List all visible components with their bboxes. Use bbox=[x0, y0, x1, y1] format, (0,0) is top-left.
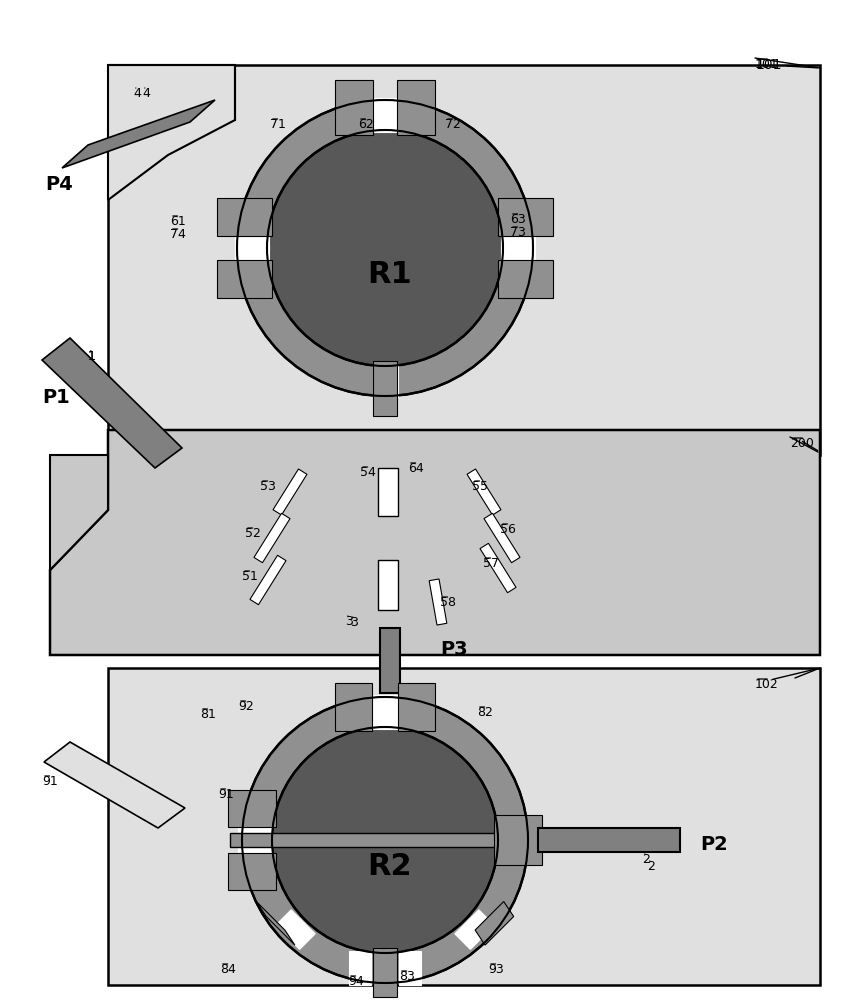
Polygon shape bbox=[498, 198, 553, 236]
Polygon shape bbox=[373, 361, 397, 416]
Text: 53: 53 bbox=[260, 480, 276, 493]
Polygon shape bbox=[397, 80, 435, 135]
Polygon shape bbox=[254, 513, 290, 563]
Text: 72: 72 bbox=[445, 118, 461, 131]
Polygon shape bbox=[228, 853, 276, 890]
Text: 2: 2 bbox=[647, 860, 654, 873]
Text: 1: 1 bbox=[88, 350, 95, 363]
Text: 4: 4 bbox=[133, 87, 141, 100]
Polygon shape bbox=[238, 837, 272, 859]
Polygon shape bbox=[217, 260, 272, 298]
Text: 4: 4 bbox=[142, 87, 150, 100]
Polygon shape bbox=[429, 579, 447, 625]
Text: 71: 71 bbox=[270, 118, 286, 131]
Text: 54: 54 bbox=[360, 466, 376, 479]
Text: 91: 91 bbox=[218, 788, 233, 801]
Polygon shape bbox=[108, 65, 820, 455]
Polygon shape bbox=[373, 948, 397, 997]
Text: 2: 2 bbox=[642, 853, 650, 866]
Polygon shape bbox=[235, 245, 269, 265]
Polygon shape bbox=[273, 469, 307, 515]
Text: 92: 92 bbox=[238, 700, 253, 713]
Polygon shape bbox=[498, 260, 553, 298]
Polygon shape bbox=[50, 430, 820, 655]
Polygon shape bbox=[228, 790, 276, 827]
Circle shape bbox=[237, 100, 533, 396]
Text: P4: P4 bbox=[45, 175, 73, 194]
Polygon shape bbox=[62, 100, 215, 168]
Bar bbox=[380, 628, 400, 693]
Polygon shape bbox=[44, 742, 185, 828]
Text: 55: 55 bbox=[472, 480, 488, 493]
Polygon shape bbox=[480, 543, 516, 593]
Text: 200: 200 bbox=[790, 437, 814, 450]
Polygon shape bbox=[501, 231, 535, 251]
Text: R1: R1 bbox=[367, 260, 411, 289]
Text: 93: 93 bbox=[488, 963, 503, 976]
Polygon shape bbox=[398, 683, 435, 731]
Polygon shape bbox=[475, 902, 514, 945]
Circle shape bbox=[272, 727, 498, 953]
Text: P3: P3 bbox=[440, 640, 468, 659]
Text: 83: 83 bbox=[399, 970, 415, 983]
Polygon shape bbox=[256, 902, 295, 945]
Polygon shape bbox=[372, 695, 398, 729]
Polygon shape bbox=[455, 910, 495, 949]
Text: P1: P1 bbox=[42, 388, 69, 407]
Polygon shape bbox=[42, 338, 182, 468]
Bar bbox=[378, 468, 398, 516]
Text: 1: 1 bbox=[88, 350, 95, 363]
Polygon shape bbox=[276, 910, 315, 949]
Text: 64: 64 bbox=[408, 462, 424, 475]
Polygon shape bbox=[235, 231, 269, 251]
Polygon shape bbox=[372, 98, 398, 132]
Text: 63: 63 bbox=[510, 213, 526, 226]
Text: 82: 82 bbox=[477, 706, 493, 719]
Polygon shape bbox=[494, 815, 542, 865]
Text: 57: 57 bbox=[483, 557, 499, 570]
Text: 51: 51 bbox=[242, 570, 258, 583]
Polygon shape bbox=[467, 469, 501, 515]
Text: 73: 73 bbox=[510, 226, 526, 239]
Text: 91: 91 bbox=[42, 775, 58, 788]
Polygon shape bbox=[108, 668, 820, 985]
Bar bbox=[378, 560, 398, 610]
Polygon shape bbox=[538, 828, 680, 852]
Polygon shape bbox=[399, 951, 421, 985]
Text: 56: 56 bbox=[500, 523, 516, 536]
Text: 102: 102 bbox=[755, 678, 779, 691]
Polygon shape bbox=[335, 683, 372, 731]
Circle shape bbox=[267, 130, 503, 366]
Text: P2: P2 bbox=[700, 835, 727, 854]
Text: 3: 3 bbox=[345, 615, 353, 628]
Text: 52: 52 bbox=[245, 527, 261, 540]
Text: 61: 61 bbox=[170, 215, 186, 228]
Text: 101: 101 bbox=[755, 58, 779, 71]
Text: R2: R2 bbox=[367, 852, 411, 881]
Polygon shape bbox=[50, 455, 108, 570]
Text: 3: 3 bbox=[350, 616, 358, 629]
Polygon shape bbox=[108, 65, 235, 200]
Text: 94: 94 bbox=[348, 975, 364, 988]
Circle shape bbox=[242, 697, 528, 983]
Polygon shape bbox=[250, 555, 286, 605]
Text: 74: 74 bbox=[170, 228, 186, 241]
Text: 101: 101 bbox=[755, 58, 818, 72]
Polygon shape bbox=[238, 821, 272, 843]
Text: 84: 84 bbox=[220, 963, 236, 976]
Polygon shape bbox=[372, 364, 398, 398]
Polygon shape bbox=[484, 513, 520, 563]
Polygon shape bbox=[335, 80, 373, 135]
Polygon shape bbox=[217, 198, 272, 236]
Text: 81: 81 bbox=[200, 708, 216, 721]
Polygon shape bbox=[498, 828, 532, 852]
Polygon shape bbox=[349, 951, 371, 985]
Text: 58: 58 bbox=[440, 596, 456, 609]
Bar bbox=[230, 833, 590, 847]
Text: 62: 62 bbox=[358, 118, 374, 131]
Polygon shape bbox=[501, 245, 535, 265]
